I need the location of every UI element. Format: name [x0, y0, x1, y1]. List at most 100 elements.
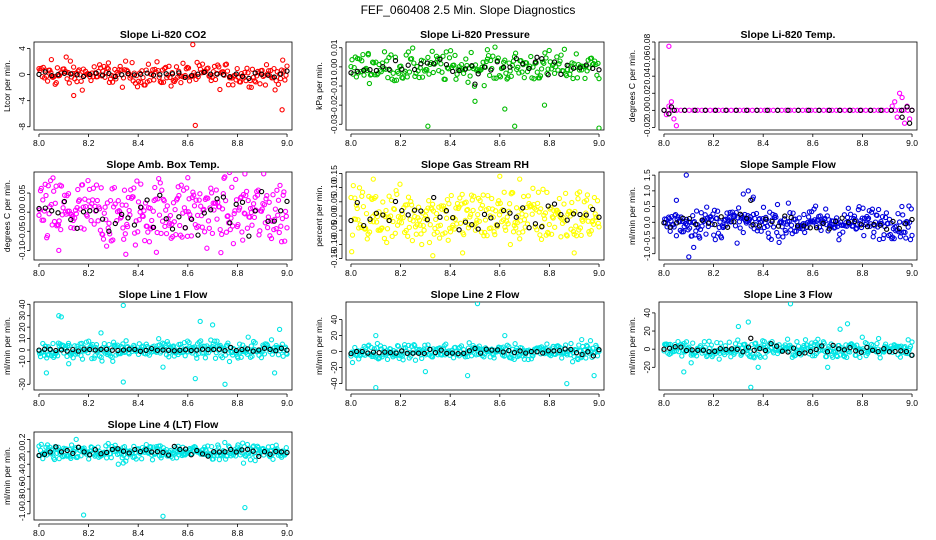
- data-point: [388, 197, 395, 204]
- data-point: [195, 232, 201, 238]
- data-point: [851, 213, 858, 219]
- data-point: [833, 218, 839, 225]
- chart-3-slope-li-820-temp-y-label: degrees C per min.: [627, 50, 637, 122]
- data-point: [461, 231, 467, 238]
- data-point: [120, 379, 126, 385]
- data-point: [884, 107, 890, 113]
- data-point: [896, 225, 902, 232]
- data-point: [352, 195, 358, 201]
- data-point: [47, 177, 54, 184]
- data-point: [47, 449, 53, 455]
- data-point: [443, 49, 449, 55]
- data-point: [272, 87, 278, 93]
- data-point: [443, 208, 450, 214]
- chart-7-slope-line-1-flow-x-tick-label: 8.4: [132, 398, 144, 408]
- data-point: [211, 449, 217, 455]
- data-point: [184, 185, 190, 191]
- data-point: [240, 460, 247, 466]
- data-point: [81, 226, 87, 232]
- data-point: [905, 224, 911, 230]
- data-point: [906, 120, 913, 126]
- data-point: [768, 236, 774, 243]
- chart-8-slope-line-2-flow-series-2: [348, 345, 602, 359]
- data-point: [267, 346, 273, 353]
- data-point: [673, 197, 680, 203]
- data-point: [433, 210, 440, 217]
- data-point: [268, 337, 275, 343]
- data-point: [373, 210, 380, 216]
- data-point: [349, 249, 355, 255]
- chart-6-slope-sample-flow-x-tick-label: 8.6: [807, 268, 819, 278]
- chart-4-slope-amb-box-temp-y-tick-label: -0.10: [17, 240, 27, 260]
- chart-4-slope-amb-box-temp-series-1: [36, 172, 290, 257]
- data-point: [143, 347, 149, 354]
- chart-3-slope-li-820-temp-title: Slope Li-820 Temp.: [741, 29, 836, 41]
- data-point: [416, 217, 423, 223]
- data-point: [139, 213, 146, 219]
- data-point: [587, 338, 594, 344]
- data-point: [118, 67, 124, 73]
- data-point: [878, 107, 884, 113]
- data-point: [686, 254, 692, 260]
- data-point: [163, 207, 169, 213]
- data-point: [199, 224, 205, 230]
- data-point: [387, 67, 393, 74]
- data-point: [583, 212, 589, 218]
- data-point: [424, 60, 430, 66]
- data-point: [190, 42, 196, 48]
- data-point: [86, 338, 92, 344]
- data-point: [564, 233, 570, 239]
- data-point: [348, 63, 354, 70]
- data-point: [41, 451, 48, 457]
- data-point: [182, 74, 188, 80]
- data-point: [425, 342, 431, 348]
- data-point: [231, 210, 237, 217]
- data-point: [852, 218, 858, 225]
- data-point: [410, 350, 416, 356]
- data-point: [596, 125, 602, 130]
- data-point: [60, 205, 66, 211]
- data-point: [417, 222, 423, 228]
- data-point: [152, 184, 158, 191]
- data-point: [702, 107, 708, 113]
- data-point: [208, 452, 214, 458]
- data-point: [519, 69, 525, 75]
- data-point: [248, 84, 254, 91]
- chart-1-slope-li-820-co2-plot-frame: [33, 41, 293, 131]
- data-point: [546, 47, 552, 54]
- data-point: [68, 216, 74, 223]
- data-point: [374, 213, 381, 220]
- data-point: [425, 123, 431, 129]
- chart-8-slope-line-2-flow-x-tick-label: 8.0: [345, 398, 357, 408]
- data-point: [430, 208, 437, 214]
- data-point: [201, 69, 207, 75]
- data-point: [421, 350, 427, 357]
- data-point: [158, 455, 164, 461]
- data-point: [411, 60, 417, 66]
- data-point: [230, 240, 237, 247]
- data-point: [437, 214, 443, 220]
- data-point: [540, 186, 546, 192]
- data-point: [466, 348, 473, 354]
- chart-4-slope-amb-box-temp-x-tick-label: 9.0: [281, 268, 293, 278]
- data-point: [578, 232, 584, 239]
- data-point: [865, 215, 872, 221]
- data-point: [735, 323, 742, 330]
- chart-10-slope-line-4-lt-flow-y-tick-label: -0.4: [17, 469, 27, 484]
- data-point: [367, 67, 373, 73]
- data-point: [570, 228, 577, 235]
- data-point: [42, 69, 48, 75]
- data-point: [51, 456, 58, 463]
- data-point: [470, 207, 476, 214]
- data-point: [249, 222, 255, 228]
- data-point: [264, 192, 270, 199]
- data-point: [666, 111, 672, 117]
- data-point: [697, 235, 703, 241]
- data-point: [527, 63, 533, 69]
- data-point: [818, 227, 824, 234]
- chart-3-slope-li-820-temp-y-tick-label: 0.08: [642, 33, 652, 50]
- data-point: [502, 57, 508, 63]
- data-point: [494, 222, 500, 228]
- data-point: [131, 222, 138, 228]
- data-point: [71, 92, 77, 99]
